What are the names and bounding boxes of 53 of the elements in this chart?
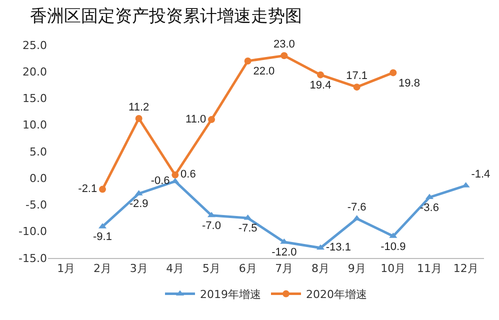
x-tick-label: 7月 bbox=[275, 262, 294, 276]
point bbox=[135, 114, 142, 122]
data-label: -7.0 bbox=[202, 220, 221, 232]
data-label: -2.1 bbox=[78, 183, 98, 196]
y-tick-label: 10.0 bbox=[22, 118, 47, 132]
x-tick-label: 6月 bbox=[238, 262, 257, 276]
data-label: -3.6 bbox=[420, 202, 439, 214]
x-tick-label: 1月 bbox=[57, 262, 76, 276]
data-label: 0.6 bbox=[180, 168, 196, 181]
data-label: 19.8 bbox=[398, 77, 420, 90]
data-label: -13.1 bbox=[326, 242, 351, 254]
point bbox=[390, 69, 397, 76]
x-tick-label: 9月 bbox=[348, 262, 366, 276]
x-tick-label: 5月 bbox=[202, 262, 220, 276]
data-label: 11.0 bbox=[186, 113, 206, 126]
data-label: -0.6 bbox=[150, 175, 170, 188]
point bbox=[280, 52, 288, 60]
x-tick-label: 2月 bbox=[94, 262, 112, 276]
chart-title: 香洲区固定资产投资累计增速走势图 bbox=[30, 6, 302, 26]
legend-label: 2019年增速 bbox=[200, 288, 261, 302]
y-tick-label: 0.0 bbox=[30, 172, 47, 185]
y-tick-label: -10.0 bbox=[18, 225, 47, 238]
data-label: -10.9 bbox=[380, 240, 406, 253]
x-tick-label: 4月 bbox=[166, 262, 184, 276]
x-tick-label: 10月 bbox=[380, 262, 406, 276]
data-label: 22.0 bbox=[253, 66, 275, 78]
point bbox=[172, 171, 179, 178]
x-tick-label: 12月 bbox=[453, 262, 478, 276]
data-label: 11.2 bbox=[128, 101, 150, 114]
x-tick-label: 8月 bbox=[312, 262, 330, 276]
legend-label: 2020年增速 bbox=[306, 288, 367, 302]
y-tick-label: 25.0 bbox=[22, 38, 47, 52]
data-label: 19.4 bbox=[310, 79, 332, 92]
point bbox=[353, 84, 360, 91]
data-label: -1.4 bbox=[471, 168, 490, 180]
point bbox=[244, 57, 252, 64]
y-tick-label: -5.0 bbox=[26, 198, 47, 212]
point bbox=[99, 186, 106, 193]
data-label: -7.5 bbox=[238, 222, 258, 235]
y-tick-label: 15.0 bbox=[22, 92, 47, 106]
data-label: -9.1 bbox=[93, 231, 112, 244]
data-label: -7.6 bbox=[347, 201, 366, 214]
data-label: -2.9 bbox=[129, 198, 148, 210]
y-tick-label: -15.0 bbox=[18, 252, 47, 265]
x-tick-label: 11月 bbox=[417, 262, 442, 276]
point bbox=[208, 116, 215, 124]
y-tick-label: 5.0 bbox=[30, 145, 47, 158]
data-label: 17.1 bbox=[346, 70, 368, 82]
data-label: -12.0 bbox=[272, 246, 297, 259]
y-tick-label: 20.0 bbox=[22, 65, 47, 78]
data-label: 23.0 bbox=[273, 38, 295, 51]
point bbox=[317, 71, 324, 78]
x-tick-label: 3月 bbox=[130, 262, 148, 276]
